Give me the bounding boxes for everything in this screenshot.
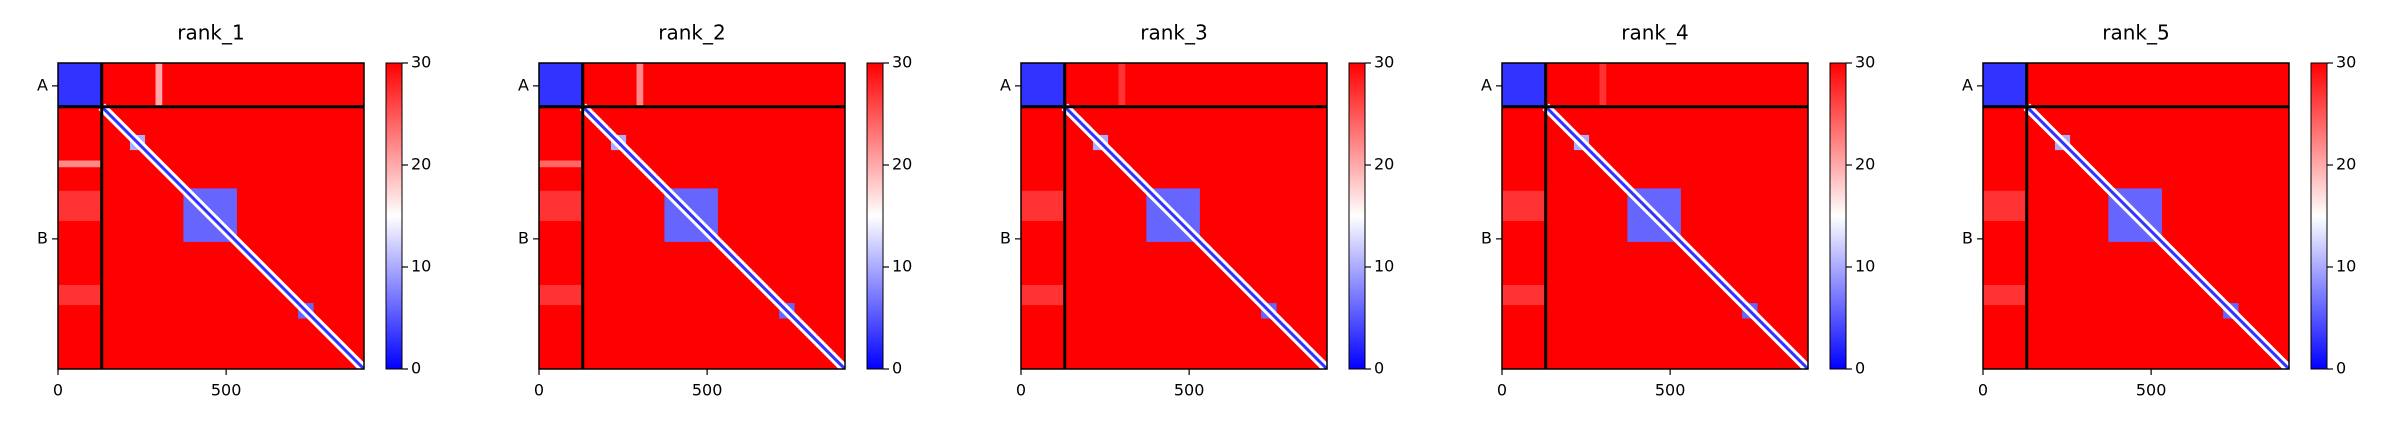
- heatmap-block: [1983, 190, 2027, 222]
- colorbar-tick-label: 10: [1855, 257, 1875, 276]
- heatmap-block: [1021, 63, 1065, 107]
- heatmap-block: [58, 160, 102, 168]
- heatmap-block: [58, 284, 102, 306]
- y-tick-label: B: [37, 228, 48, 247]
- x-tick-label: 0: [534, 381, 544, 400]
- heatmap-block: [1021, 190, 1065, 222]
- colorbar-tick-label: 10: [1374, 257, 1394, 276]
- chart-title: rank_1: [177, 21, 244, 45]
- heatmap-cells: [1983, 63, 2289, 369]
- axes-frame: [1501, 62, 1809, 370]
- x-tick-label: 0: [1497, 381, 1507, 400]
- diagonal: [1544, 105, 1808, 369]
- colorbar-tick-label: 10: [411, 257, 431, 276]
- chart-title: rank_3: [1140, 21, 1207, 45]
- heatmap-block: [1502, 63, 1546, 107]
- colorbar-tick-label: 30: [892, 53, 912, 72]
- colorbar-tick-label: 0: [411, 359, 421, 378]
- colorbar-tick-label: 30: [1374, 53, 1394, 72]
- heatmap-block: [539, 284, 583, 306]
- y-tick-label: A: [1000, 75, 1011, 94]
- y-tick-label: A: [518, 75, 529, 94]
- colorbar: [866, 62, 884, 370]
- colorbar: [385, 62, 403, 370]
- x-tick-label: 500: [1655, 381, 1686, 400]
- y-tick-label: A: [1962, 75, 1973, 94]
- y-tick-label: A: [37, 75, 48, 94]
- chart-title: rank_4: [1621, 21, 1688, 45]
- diagonal: [100, 105, 364, 369]
- heatmap-block: [636, 63, 644, 107]
- heatmap-panel: rank_2 0 500 A B 0 10 20 30: [518, 21, 912, 400]
- colorbar-tick-label: 20: [1855, 155, 1875, 174]
- heatmap-block: [1983, 284, 2027, 306]
- colorbar-tick-label: 10: [2336, 257, 2356, 276]
- heatmap-block: [1502, 190, 1546, 222]
- chart-title: rank_2: [658, 21, 725, 45]
- heatmap-block: [539, 160, 583, 168]
- heatmap-block: [1502, 284, 1546, 306]
- heatmap-panel: rank_3 0 500 A B 0 10 20 30: [1000, 21, 1394, 400]
- colorbar-tick-label: 0: [1374, 359, 1384, 378]
- colorbar-tick-label: 20: [411, 155, 431, 174]
- x-tick-label: 500: [2136, 381, 2167, 400]
- colorbar: [1348, 62, 1366, 370]
- heatmap-cells: [1021, 63, 1327, 369]
- axes-frame: [57, 62, 365, 370]
- colorbar-tick-label: 20: [2336, 155, 2356, 174]
- x-tick-label: 0: [1016, 381, 1026, 400]
- heatmap-block: [1118, 63, 1126, 107]
- diagonal: [2025, 105, 2289, 369]
- colorbar: [1829, 62, 1847, 370]
- y-tick-label: B: [1481, 228, 1492, 247]
- y-tick-label: B: [518, 228, 529, 247]
- colorbar-tick-label: 30: [2336, 53, 2356, 72]
- heatmap-block: [539, 190, 583, 222]
- x-tick-label: 500: [692, 381, 723, 400]
- heatmap-panel: rank_4 0 500 A B 0 10 20 30: [1481, 21, 1875, 400]
- diagonal: [1063, 105, 1327, 369]
- x-tick-label: 500: [211, 381, 242, 400]
- y-tick-label: B: [1000, 228, 1011, 247]
- diagonal: [581, 105, 845, 369]
- axes-frame: [538, 62, 846, 370]
- colorbar-tick-label: 30: [1855, 53, 1875, 72]
- axes-frame: [1982, 62, 2290, 370]
- heatmap-block: [155, 63, 163, 107]
- colorbar-tick-label: 20: [1374, 155, 1394, 174]
- colorbar: [2310, 62, 2328, 370]
- colorbar-tick-label: 0: [1855, 359, 1865, 378]
- x-tick-label: 0: [1978, 381, 1988, 400]
- heatmap-panel: rank_5 0 500 A B 0 10 20 30: [1962, 21, 2356, 400]
- heatmap-block: [539, 63, 583, 107]
- colorbar-tick-label: 30: [411, 53, 431, 72]
- y-tick-label: A: [1481, 75, 1492, 94]
- colorbar-tick-label: 20: [892, 155, 912, 174]
- colorbar-tick-label: 0: [892, 359, 902, 378]
- heatmap-block: [1599, 63, 1607, 107]
- colorbar-tick-label: 10: [892, 257, 912, 276]
- x-tick-label: 0: [53, 381, 63, 400]
- heatmap-cells: [58, 63, 364, 369]
- heatmap-panel: rank_1 0 500 A B 0 10 20 30: [37, 21, 431, 400]
- x-tick-label: 500: [1174, 381, 1205, 400]
- heatmap-block: [1983, 63, 2027, 107]
- chart-title: rank_5: [2102, 21, 2169, 45]
- colorbar-tick-label: 0: [2336, 359, 2346, 378]
- heatmap-cells: [1502, 63, 1808, 369]
- heatmap-block: [1021, 284, 1065, 306]
- heatmap-block: [58, 63, 102, 107]
- axes-frame: [1020, 62, 1328, 370]
- heatmap-cells: [539, 63, 845, 369]
- y-tick-label: B: [1962, 228, 1973, 247]
- heatmap-block: [58, 190, 102, 222]
